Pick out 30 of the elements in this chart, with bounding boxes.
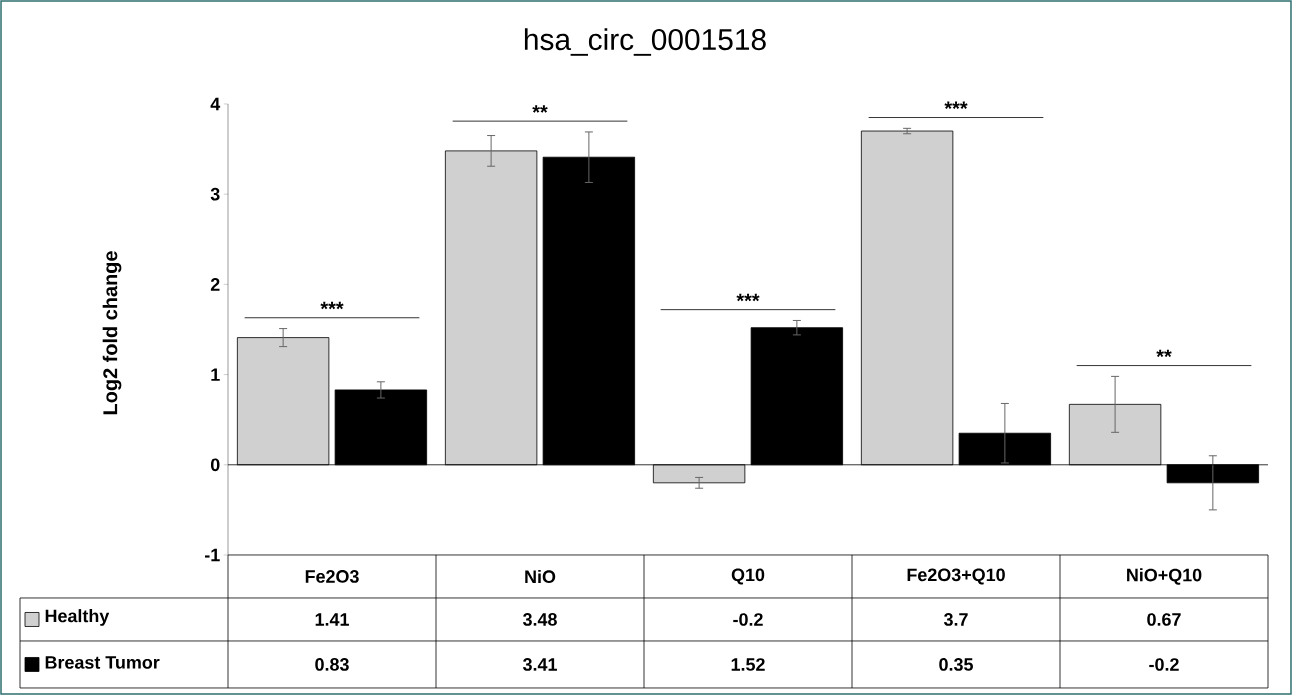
data-label: 0.67 [1147,613,1181,626]
data-label: 0.83 [315,658,349,671]
x-tick-label: NiO+Q10 [1127,568,1202,585]
y-tick-label: 4 [210,97,221,111]
data-label: 3.41 [522,658,557,671]
y-tick-label: -1 [205,548,220,562]
annotation: ** [1156,349,1172,358]
data-label: 3.7 [943,613,968,626]
x-tick-label: NiO [525,569,556,584]
annotation: *** [944,101,968,110]
annotation: *** [320,301,344,310]
x-tick-label: Q10 [731,568,765,585]
y-tick-label: 1 [211,368,220,381]
y-tick-label: 3 [210,187,220,201]
data-label: 1.52 [731,658,765,671]
y-tick-label: 0 [210,458,220,472]
chart-title: hsa_circ_0001518 [524,28,766,56]
annotation: ** [532,105,548,113]
y-axis-title: Log2 fold change [102,251,122,415]
annotation: *** [736,293,760,302]
x-tick-label: Fe2O3+Q10 [907,568,1005,585]
data-label: -0.2 [1149,658,1179,671]
data-label: 3.48 [522,613,557,626]
y-tick-label: 2 [210,278,220,291]
data-label: 1.41 [315,613,349,626]
legend-label: Healthy [45,609,110,626]
data-label: -0.2 [733,613,763,626]
legend-label: Breast Tumor [45,656,160,669]
x-tick-label: Fe2O3 [305,570,359,583]
data-label: 0.35 [939,658,973,671]
